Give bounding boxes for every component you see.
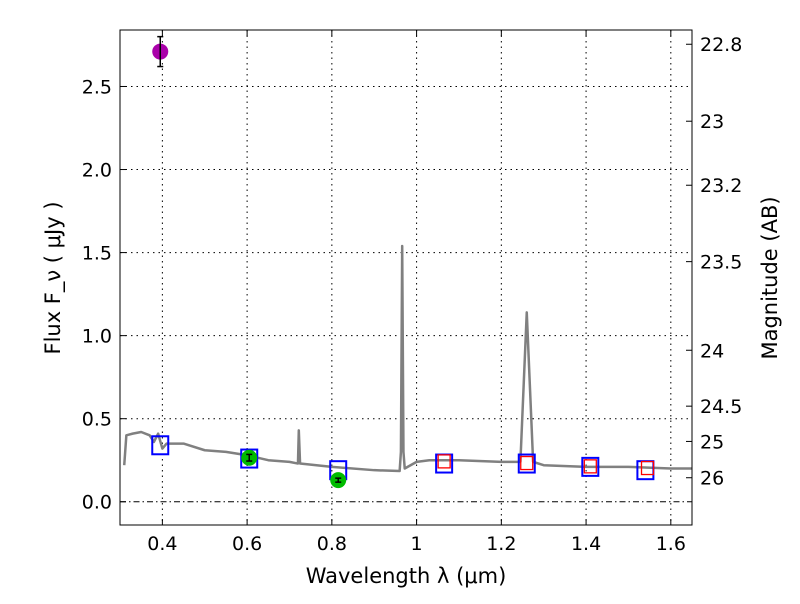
model-photometry-square-small <box>583 459 597 474</box>
y-tick-label: 1.0 <box>82 326 112 348</box>
grid <box>120 30 692 525</box>
x-tick-label: 0.8 <box>317 533 347 555</box>
model-photometry-square-small <box>640 460 655 476</box>
model-photometry-square <box>517 453 536 474</box>
x-tick-label: 0.4 <box>147 533 177 555</box>
model-photometry-square <box>636 460 655 481</box>
marks <box>122 35 692 489</box>
right-tick-label: 26 <box>700 468 724 490</box>
y-tick-label: 2.0 <box>82 160 112 182</box>
right-tick-label: 25 <box>700 431 724 453</box>
y-tick-label: 2.5 <box>82 76 112 98</box>
right-tick-label: 23 <box>700 111 724 133</box>
plot-frame <box>119 29 693 526</box>
x-axis-label: Wavelength λ (μm) <box>306 564 507 588</box>
model-photometry-square-small <box>520 455 534 471</box>
y-tick-label: 1.5 <box>82 243 112 265</box>
y-tick-label: 0.0 <box>82 492 112 514</box>
model-photometry-square-small <box>437 454 451 469</box>
ticks: 0.4 0.6 0.8 1 1.2 1.4 1.6 0.0 0.5 1.0 1.5 2.0 2.5 22.… <box>82 30 742 555</box>
model-photometry-square <box>151 435 170 456</box>
x-tick-label: 1 <box>411 533 423 555</box>
right-tick-label: 24.5 <box>700 396 742 418</box>
spectrum-line <box>122 244 692 473</box>
y-right-axis-label: Magnitude (AB) <box>758 196 782 359</box>
x-tick-label: 1.6 <box>656 533 686 555</box>
y-axis-label: Flux F_ν ( μJy ) <box>41 201 66 354</box>
x-tick-label: 1.4 <box>571 533 601 555</box>
y-tick-label: 0.5 <box>82 409 112 431</box>
right-tick-label: 23.2 <box>700 175 742 197</box>
model-photometry-square <box>581 456 600 477</box>
right-tick-label: 24 <box>700 340 724 362</box>
model-photometry-square <box>240 448 259 469</box>
x-tick-label: 1.2 <box>486 533 516 555</box>
right-tick-label: 23.5 <box>700 252 742 274</box>
x-tick-label: 0.6 <box>232 533 262 555</box>
right-tick-label: 22.8 <box>700 34 742 56</box>
